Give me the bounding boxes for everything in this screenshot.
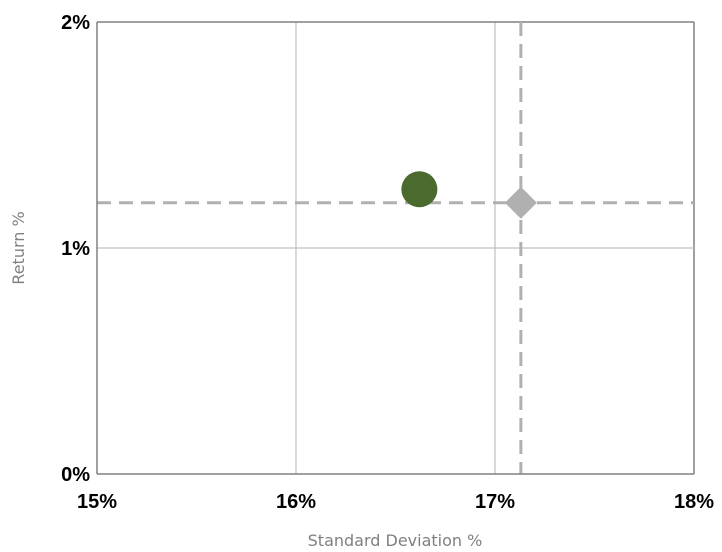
- tick-labels: 15% 16% 17% 18% 0% 1% 2%: [61, 12, 714, 513]
- y-tick-label: 0%: [61, 464, 90, 486]
- x-tick-label: 18%: [674, 491, 714, 513]
- data-point-circle: [401, 171, 438, 208]
- axes: [96, 22, 694, 475]
- data-points: [401, 171, 537, 219]
- x-tick-label: 17%: [475, 491, 515, 513]
- gridlines: [97, 21, 695, 474]
- x-tick-label: 15%: [77, 491, 117, 513]
- x-tick-label: 16%: [276, 491, 316, 513]
- x-axis-title: Standard Deviation %: [308, 531, 483, 550]
- data-point-diamond: [504, 186, 537, 219]
- y-tick-label: 2%: [61, 12, 90, 34]
- y-axis-title: Return %: [9, 211, 28, 284]
- reference-lines: [97, 22, 694, 474]
- y-tick-label: 1%: [61, 238, 90, 260]
